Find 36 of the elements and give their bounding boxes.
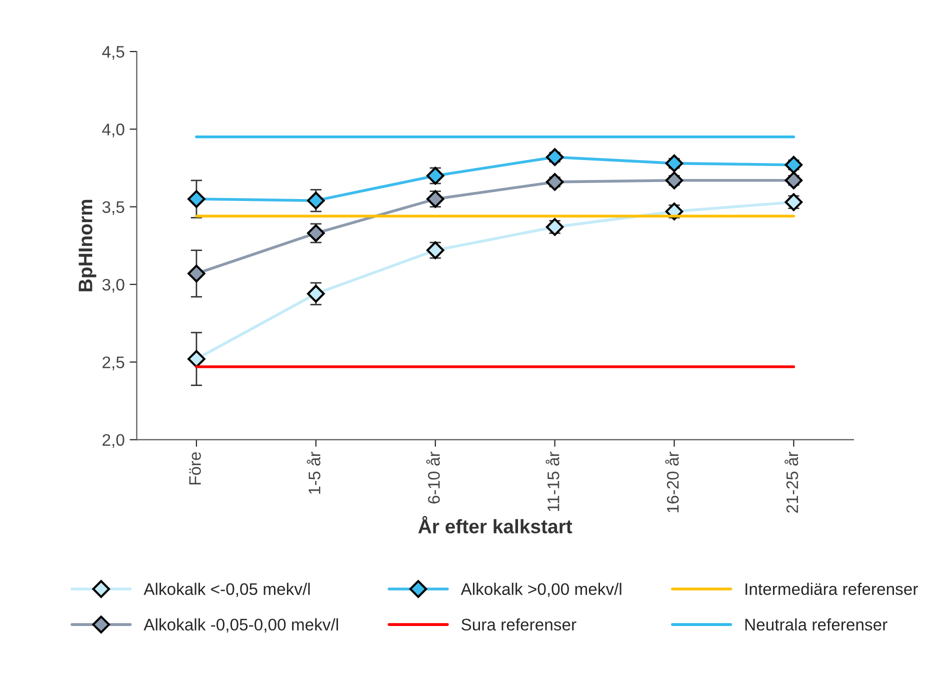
y-axis-title: BpHInorm xyxy=(78,200,96,292)
legend-label: Sura referenser xyxy=(461,618,576,631)
x-tick-label: 6-10 år xyxy=(426,452,440,504)
point xyxy=(546,173,564,191)
x-tick-label: Före xyxy=(189,452,201,484)
point xyxy=(188,350,206,368)
point xyxy=(307,192,325,210)
x-tick-label: 16-20 år xyxy=(665,452,679,512)
point xyxy=(546,218,564,236)
legend-label: Alkokalk -0,05-0,00 mekv/l xyxy=(144,618,338,633)
legend-label: Alkokalk <-0,05 mekv/l xyxy=(144,582,310,597)
x-tick-label: 11-15 år xyxy=(546,452,560,512)
point xyxy=(426,190,444,208)
point xyxy=(784,193,803,212)
point xyxy=(665,171,684,190)
y-tick-label: 3,5 xyxy=(102,201,124,215)
y-tick-label: 4,5 xyxy=(102,46,124,60)
legend-label: Intermediära referenser xyxy=(746,582,918,596)
legend-label: Alkokalk >0,00 mekv/l xyxy=(460,582,622,597)
point xyxy=(784,156,803,174)
point xyxy=(188,190,206,208)
x-axis-title: År efter kalkstart xyxy=(418,516,572,534)
point xyxy=(665,154,684,172)
x-tick-label: 1-5 år xyxy=(306,452,320,494)
y-tick-label: 2,5 xyxy=(102,356,124,370)
point xyxy=(784,171,803,190)
x-tick-label: 21-25 år xyxy=(784,452,798,513)
point xyxy=(426,166,444,185)
point xyxy=(188,264,206,282)
point xyxy=(426,241,444,260)
point xyxy=(546,148,564,166)
point xyxy=(307,284,325,303)
y-tick-label: 3,0 xyxy=(102,278,124,293)
y-tick-label: 2,0 xyxy=(102,434,124,448)
legend-label: Neutrala referenser xyxy=(745,618,888,631)
y-tick-label: 4,0 xyxy=(102,124,124,138)
